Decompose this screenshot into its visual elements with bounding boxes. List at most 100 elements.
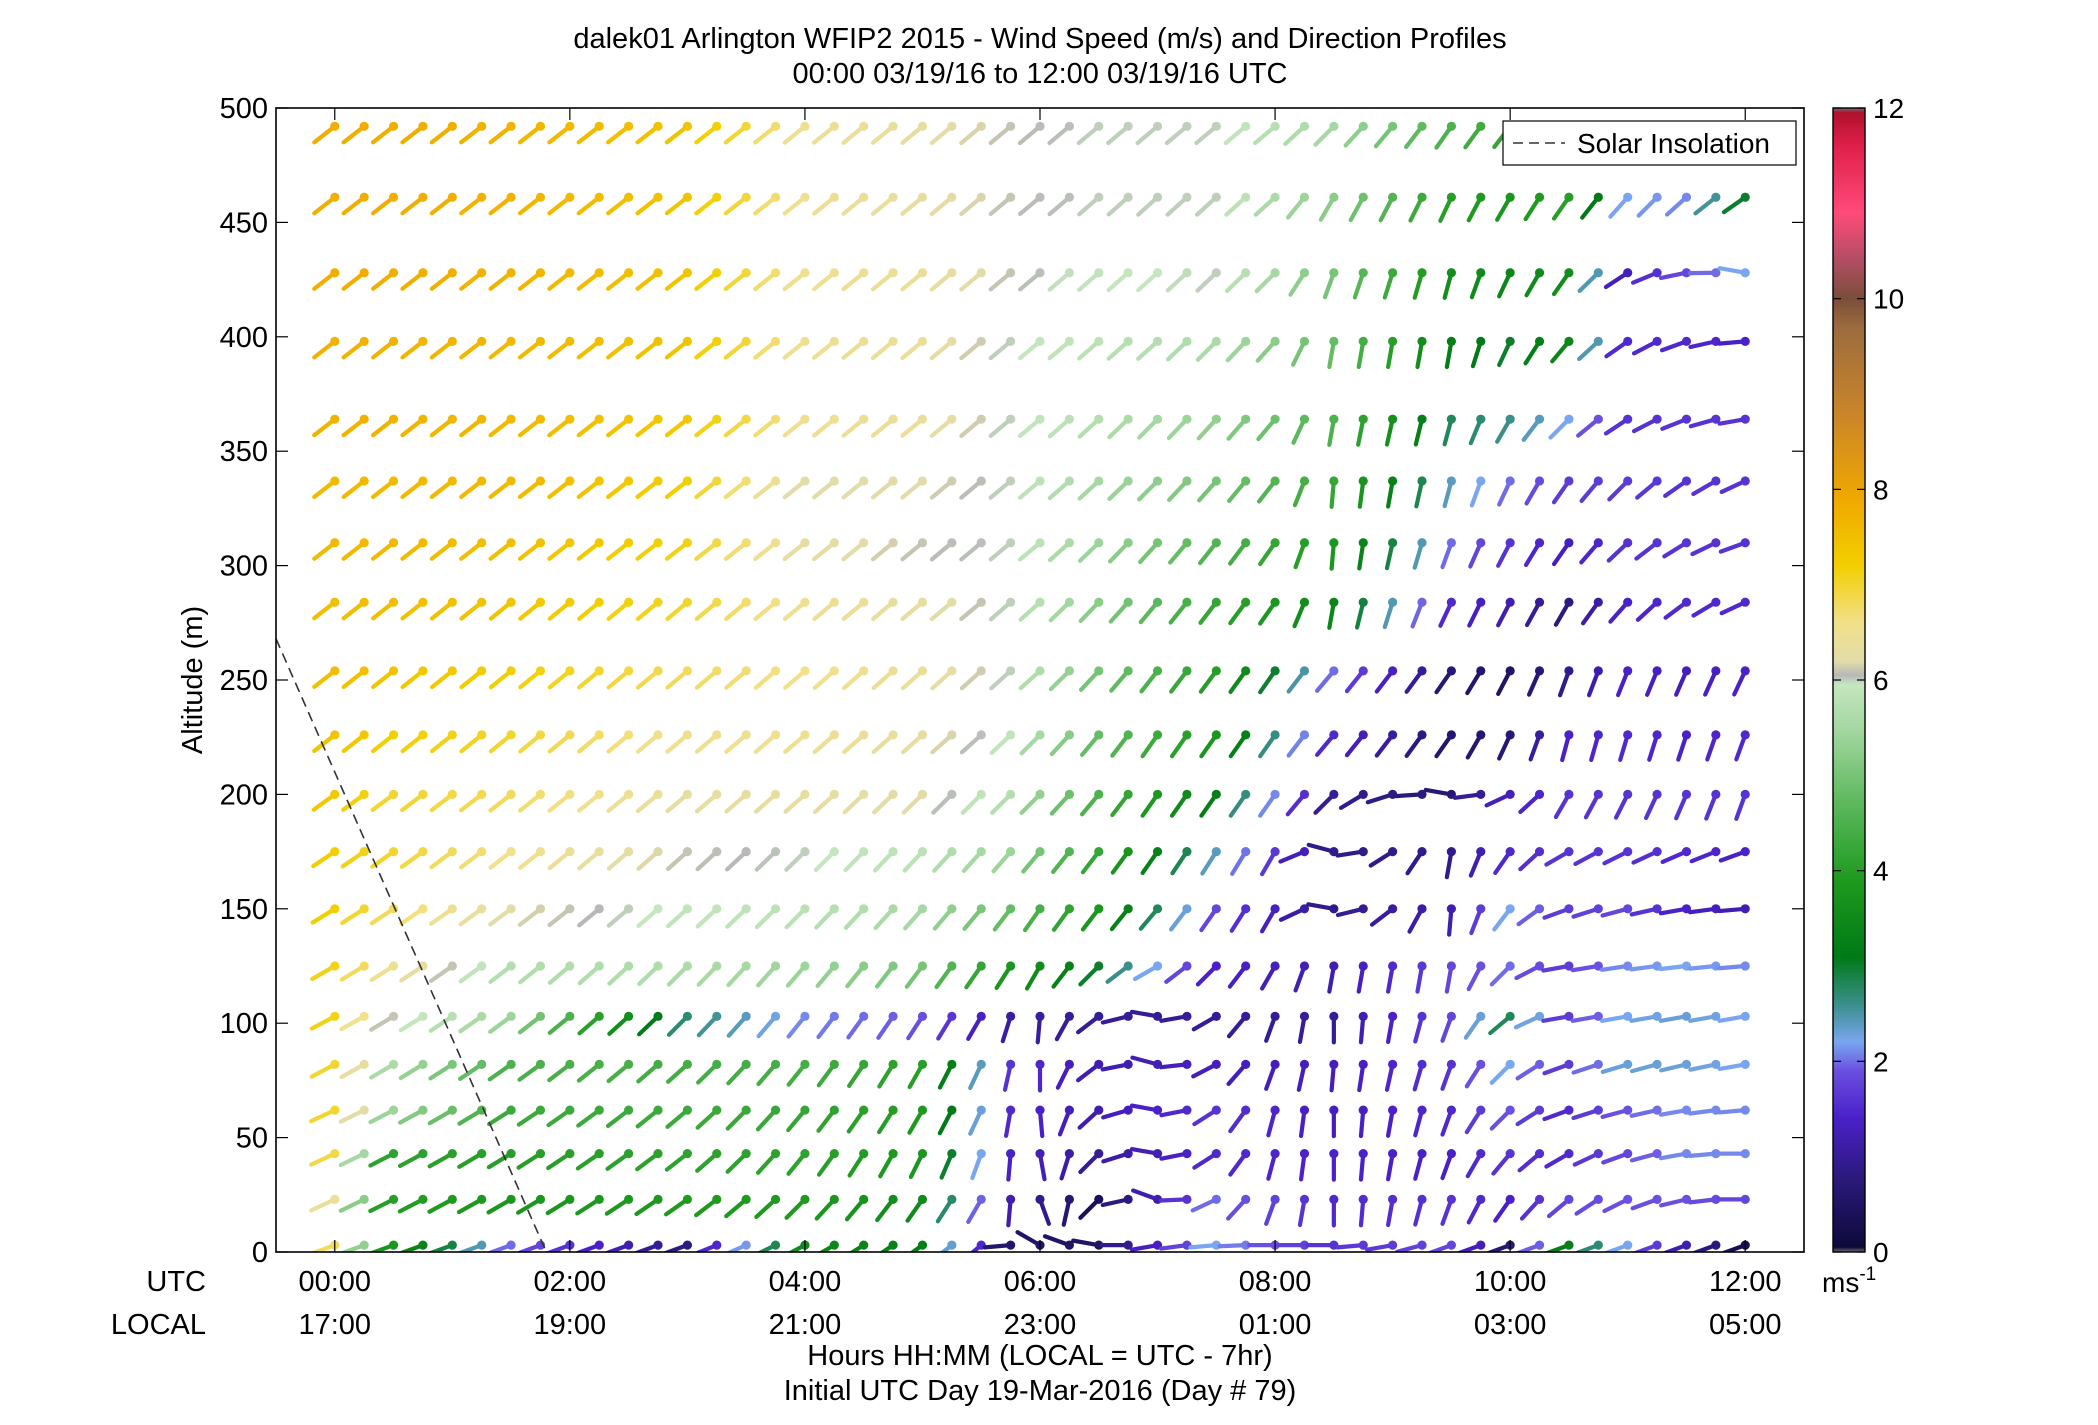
wind-barb-dot bbox=[447, 414, 457, 424]
wind-barb-dot bbox=[1270, 336, 1280, 346]
x-tick-label-local: 01:00 bbox=[1239, 1309, 1312, 1341]
wind-barb-dot bbox=[359, 1059, 369, 1069]
wind-barb-dot bbox=[1564, 597, 1574, 607]
wind-barb-dot bbox=[1211, 730, 1221, 740]
wind-barb-dot bbox=[859, 904, 869, 914]
wind-barb-dot bbox=[1476, 1194, 1486, 1204]
wind-barb-dot bbox=[1652, 1194, 1662, 1204]
wind-barb-dot bbox=[1358, 730, 1368, 740]
wind-barb-dot bbox=[917, 1105, 928, 1115]
wind-barb-dot bbox=[1505, 1059, 1515, 1069]
wind-barb-dot bbox=[1740, 1011, 1750, 1021]
wind-barb-dot bbox=[1123, 730, 1133, 740]
wind-barb-dot bbox=[565, 538, 575, 548]
wind-barb-dot bbox=[770, 1011, 781, 1021]
wind-barb-dot bbox=[565, 1194, 575, 1204]
wind-barb-dot bbox=[359, 904, 369, 914]
x-tick-label-utc: 06:00 bbox=[1004, 1266, 1077, 1298]
wind-barb-dot bbox=[1534, 1149, 1545, 1159]
wind-barb-dot bbox=[976, 961, 986, 971]
wind-barb-dot bbox=[1446, 1105, 1456, 1115]
wind-barb-dot bbox=[1564, 1059, 1574, 1069]
wind-barb-dot bbox=[1652, 904, 1662, 914]
wind-barb-dot bbox=[682, 1105, 692, 1115]
wind-barb-dot bbox=[1064, 730, 1074, 740]
wind-barb-dot bbox=[1064, 1149, 1074, 1159]
wind-barb-dot bbox=[770, 789, 781, 800]
wind-barb-dot bbox=[447, 666, 457, 676]
wind-barb-dot bbox=[741, 336, 751, 346]
wind-barb-dot bbox=[1505, 538, 1515, 548]
wind-barb-dot bbox=[418, 789, 428, 800]
wind-barb-dot bbox=[1123, 904, 1133, 914]
wind-barb-dot bbox=[1505, 789, 1515, 800]
wind-barb-dot bbox=[1534, 538, 1545, 548]
wind-barb-dot bbox=[1740, 1105, 1750, 1115]
wind-barb-dot bbox=[1064, 1059, 1074, 1069]
wind-barb-dot bbox=[594, 904, 604, 914]
wind-barb-dot bbox=[712, 121, 722, 131]
wind-barb-dot bbox=[800, 1059, 810, 1069]
wind-barb-dot bbox=[594, 268, 604, 278]
wind-barb-dot bbox=[800, 666, 810, 676]
wind-barb-dot bbox=[888, 414, 898, 424]
wind-barb-dot bbox=[682, 1194, 692, 1204]
wind-barb-dot bbox=[1358, 121, 1368, 131]
wind-barb-dot bbox=[800, 414, 810, 424]
wind-barb-dot bbox=[1388, 1059, 1398, 1069]
wind-barb-dot bbox=[330, 597, 340, 607]
wind-barb-dot bbox=[624, 1194, 634, 1204]
wind-barb-dot bbox=[624, 597, 634, 607]
x-tick-label-local: 23:00 bbox=[1004, 1309, 1077, 1341]
wind-barb-dot bbox=[1417, 414, 1427, 424]
wind-barb-dot bbox=[741, 789, 751, 800]
wind-barb-dot bbox=[1211, 789, 1221, 800]
wind-barb-dot bbox=[359, 666, 369, 676]
wind-barb-dot bbox=[418, 1194, 428, 1204]
wind-barb-dot bbox=[1006, 666, 1016, 676]
wind-barb-dot bbox=[1123, 1194, 1133, 1204]
wind-barb-dot bbox=[1241, 1194, 1251, 1204]
wind-barb-dot bbox=[888, 336, 898, 346]
wind-barb-dot bbox=[1505, 961, 1515, 971]
wind-barb-dot bbox=[1064, 268, 1074, 278]
wind-barb-dot bbox=[1476, 336, 1486, 346]
wind-barb-dot bbox=[1652, 597, 1662, 607]
wind-barb-dot bbox=[1652, 1011, 1662, 1021]
wind-barb-dot bbox=[1035, 847, 1045, 857]
wind-barb-dot bbox=[1711, 730, 1721, 740]
wind-barb-dot bbox=[653, 961, 663, 971]
wind-barb-dot bbox=[947, 597, 957, 607]
wind-barb-dot bbox=[1534, 1011, 1545, 1021]
wind-barb-dot bbox=[1035, 192, 1045, 202]
wind-barb-dot bbox=[1182, 961, 1192, 971]
wind-barb-dot bbox=[859, 789, 869, 800]
wind-barb-dot bbox=[1652, 1240, 1662, 1250]
wind-barb-dot bbox=[1270, 847, 1280, 857]
wind-barb-dot bbox=[330, 538, 340, 548]
wind-barb-dot bbox=[1358, 1240, 1368, 1250]
wind-barb-dot bbox=[565, 336, 575, 346]
wind-barb-dot bbox=[477, 1059, 487, 1069]
wind-barb-dot bbox=[1681, 1011, 1692, 1021]
wind-barb-dot bbox=[888, 1149, 898, 1159]
wind-barb-dot bbox=[535, 1194, 546, 1204]
chart-subtitle: 00:00 03/19/16 to 12:00 03/19/16 UTC bbox=[793, 58, 1288, 90]
wind-barb-dot bbox=[1564, 789, 1574, 800]
wind-barb-dot bbox=[1064, 336, 1074, 346]
wind-barb-dot bbox=[1123, 192, 1133, 202]
wind-barb-dot bbox=[1417, 847, 1427, 857]
wind-barb-dot bbox=[1152, 666, 1163, 676]
wind-barb-dot bbox=[800, 192, 810, 202]
wind-barb-dot bbox=[1417, 121, 1427, 131]
wind-barb-dot bbox=[1358, 597, 1368, 607]
y-axis: 0 50 100 150 200 250 300 350 400 450 500 bbox=[220, 93, 1804, 1269]
wind-barb-dot bbox=[917, 597, 928, 607]
wind-barb-dot bbox=[1564, 730, 1574, 740]
wind-barb-dot bbox=[653, 730, 663, 740]
wind-barb-dot bbox=[1211, 961, 1221, 971]
wind-barb-dot bbox=[388, 789, 399, 800]
y-tick-label: 400 bbox=[220, 322, 268, 354]
wind-barb-dot bbox=[888, 121, 898, 131]
wind-barb-dot bbox=[1711, 538, 1721, 548]
